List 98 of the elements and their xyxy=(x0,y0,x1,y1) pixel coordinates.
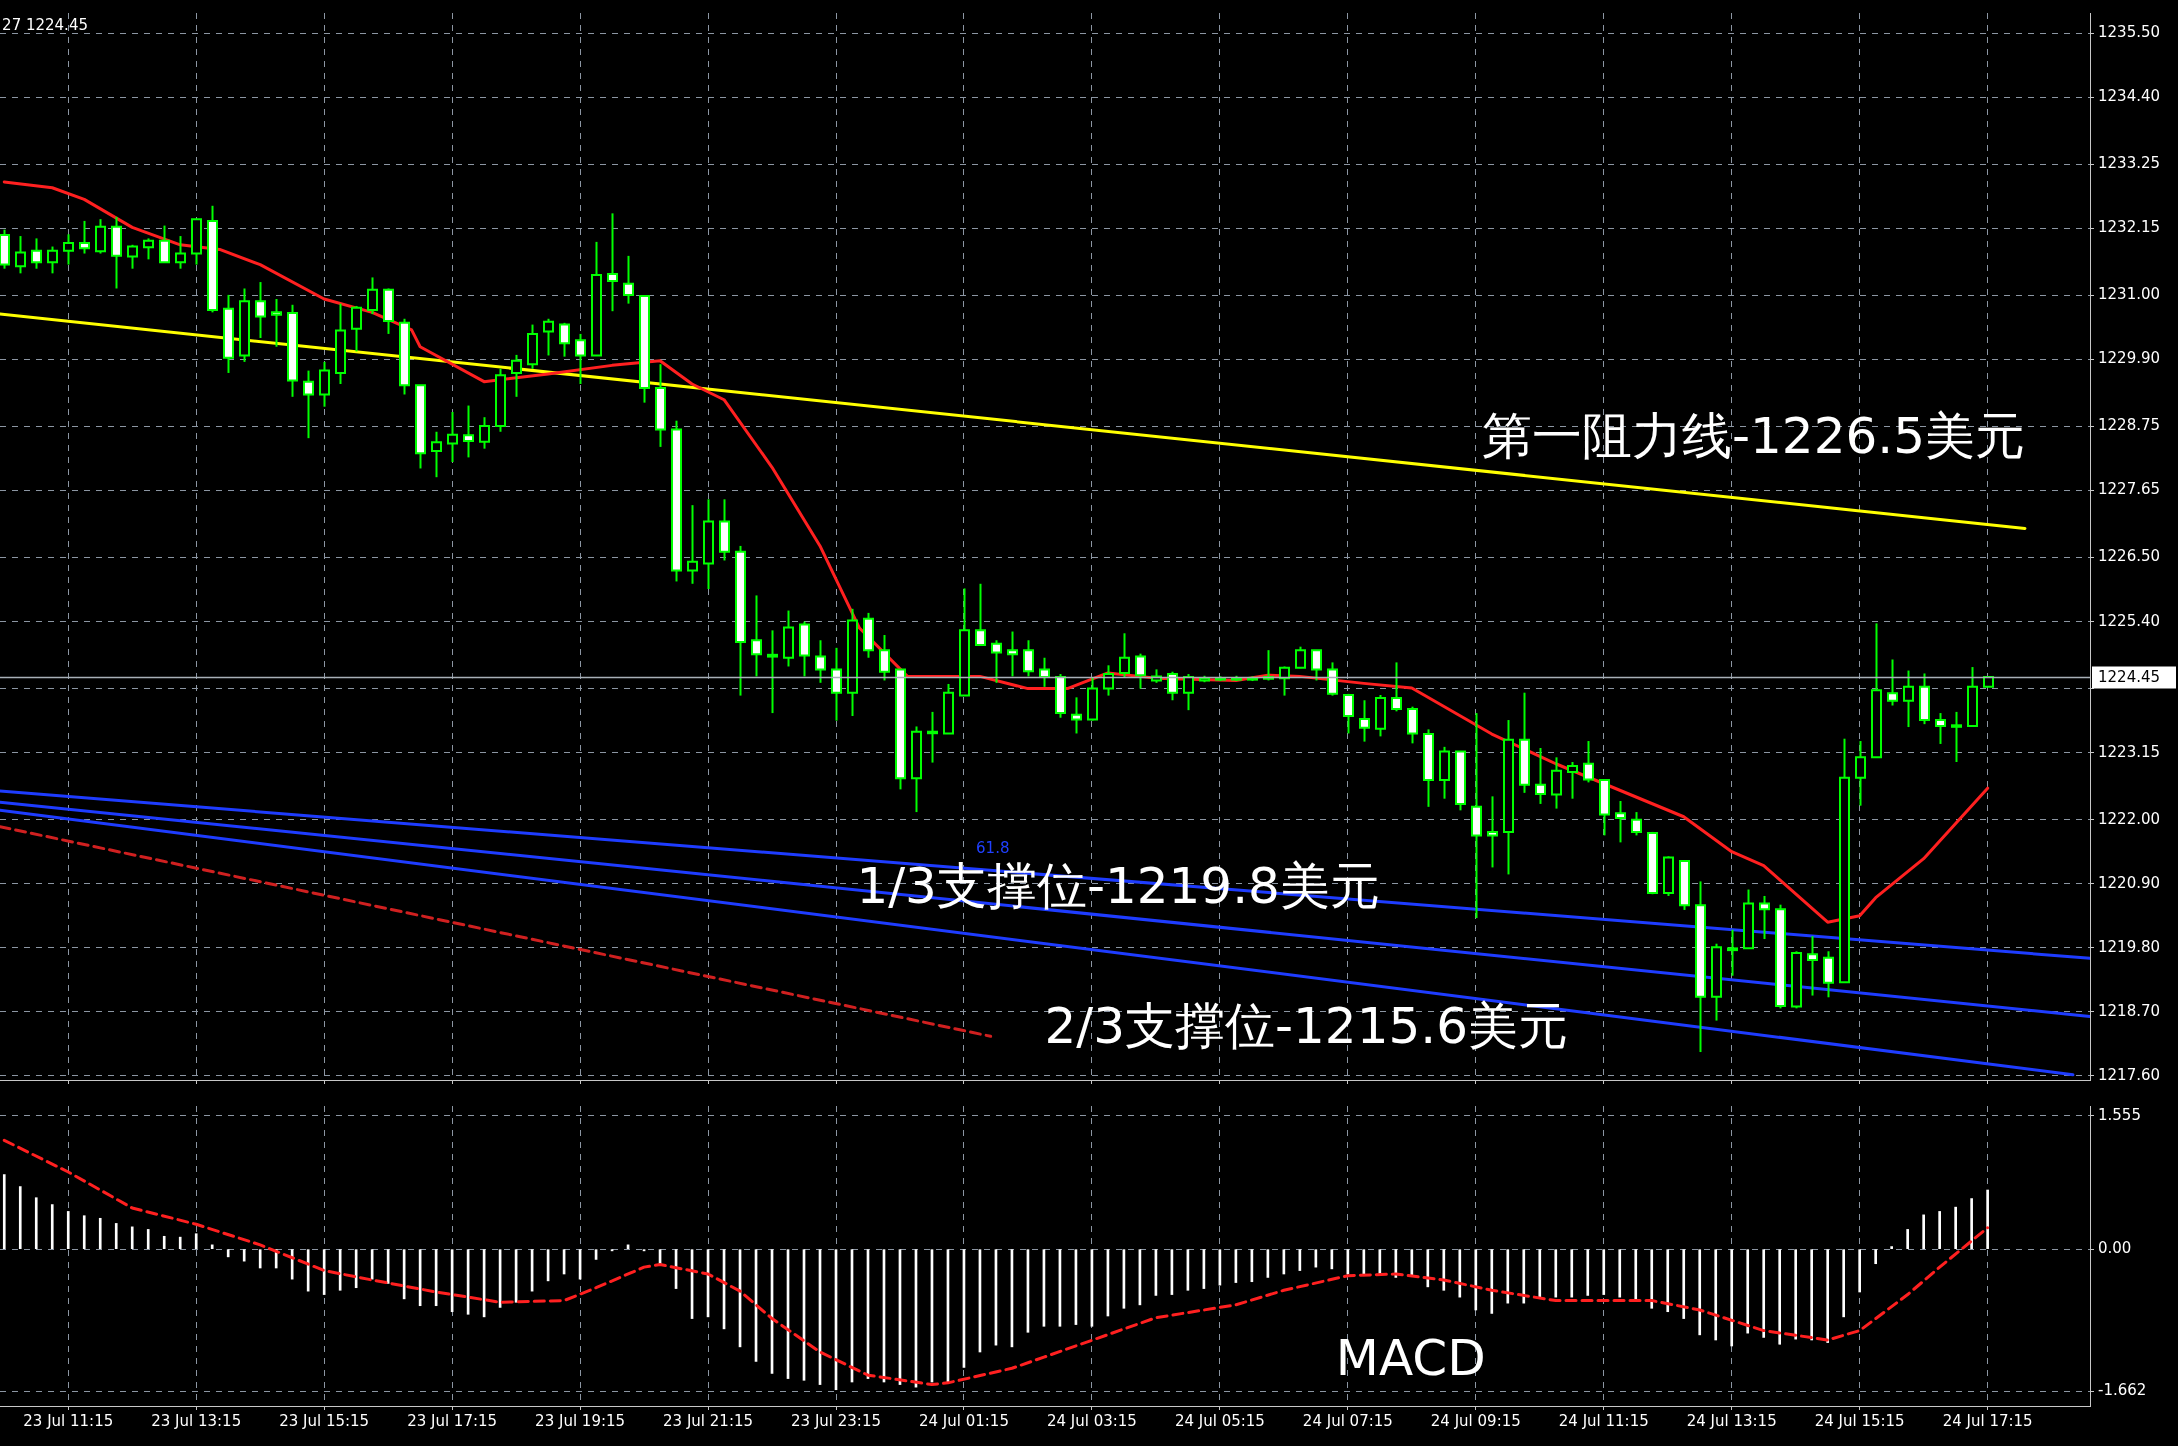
bar xyxy=(1890,1246,1893,1249)
bar xyxy=(1554,1249,1558,1298)
x-tick-label: 23 Jul 15:15 xyxy=(279,1411,370,1430)
bar xyxy=(1874,1249,1877,1265)
y-tick-label: 1225.40 xyxy=(2098,611,2161,630)
bar xyxy=(226,1249,230,1258)
annotation: 2/3支撑位-1215.6美元 xyxy=(1044,996,1568,1055)
bar xyxy=(1762,1249,1766,1338)
y-tick-label: 1227.65 xyxy=(2098,480,2161,499)
bar xyxy=(210,1244,214,1249)
y-tick-label: 1226.50 xyxy=(2098,547,2161,566)
bar xyxy=(1730,1249,1734,1347)
bar xyxy=(1842,1249,1846,1318)
bar xyxy=(34,1197,38,1249)
bar xyxy=(1922,1214,1925,1249)
bar xyxy=(1778,1249,1782,1345)
x-tick-label: 24 Jul 05:15 xyxy=(1174,1411,1265,1430)
annotation: 27 1224.45 xyxy=(2,15,88,34)
bar xyxy=(18,1186,22,1249)
bar xyxy=(1506,1249,1510,1304)
bar xyxy=(98,1217,102,1249)
bar xyxy=(1698,1249,1702,1336)
y-tick-label: 1235.50 xyxy=(2098,23,2161,42)
bar xyxy=(66,1211,70,1249)
bar xyxy=(1442,1249,1446,1291)
bar xyxy=(1666,1249,1670,1313)
y-tick-label: 1222.00 xyxy=(2098,809,2161,828)
y-tick-label: 1234.40 xyxy=(2098,87,2161,106)
bar xyxy=(82,1215,86,1249)
bar xyxy=(258,1249,262,1269)
x-tick-label: 23 Jul 13:15 xyxy=(151,1411,242,1430)
bar xyxy=(114,1223,118,1249)
bar xyxy=(1650,1249,1654,1309)
y-tick-label: 1231.00 xyxy=(2098,285,2161,304)
bar xyxy=(130,1226,134,1249)
bar xyxy=(1458,1249,1462,1298)
x-tick-label: 23 Jul 21:15 xyxy=(663,1411,754,1430)
bar xyxy=(1618,1249,1622,1298)
x-tick-label: 23 Jul 23:15 xyxy=(791,1411,881,1430)
bar xyxy=(1954,1206,1957,1249)
y-tick-label: 1220.90 xyxy=(2098,873,2161,892)
bar xyxy=(1714,1249,1718,1341)
bar xyxy=(178,1236,182,1249)
y-tick-label: 0.00 xyxy=(2098,1239,2132,1258)
bar xyxy=(162,1235,166,1249)
x-tick-label: 24 Jul 07:15 xyxy=(1302,1411,1393,1430)
y-tick-label: 1229.90 xyxy=(2098,349,2161,368)
bar xyxy=(1602,1249,1606,1295)
bar xyxy=(1378,1249,1382,1275)
bar xyxy=(194,1233,198,1249)
annotation: 第一阻力线-1226.5美元 xyxy=(1482,406,2026,465)
bar xyxy=(1970,1198,1973,1249)
bar xyxy=(1474,1249,1478,1311)
bar xyxy=(1522,1249,1526,1304)
x-tick-label: 24 Jul 03:15 xyxy=(1046,1411,1137,1430)
bar xyxy=(1490,1249,1494,1314)
bar xyxy=(1826,1249,1830,1343)
x-tick-label: 23 Jul 19:15 xyxy=(535,1411,626,1430)
annotation: 61.8 xyxy=(976,839,1010,858)
bar xyxy=(1746,1249,1750,1334)
bar xyxy=(50,1204,54,1249)
x-tick-label: 24 Jul 13:15 xyxy=(1686,1411,1777,1430)
x-tick-label: 24 Jul 01:15 xyxy=(918,1411,1009,1430)
x-tick-label: 24 Jul 11:15 xyxy=(1558,1411,1649,1430)
bar xyxy=(1858,1249,1861,1293)
bar xyxy=(242,1249,246,1262)
y-tick-label: 1232.15 xyxy=(2098,218,2161,237)
bar xyxy=(1682,1249,1686,1319)
x-tick-label: 24 Jul 17:15 xyxy=(1942,1411,2033,1430)
bar xyxy=(1426,1249,1430,1288)
bar xyxy=(1570,1249,1574,1298)
bar xyxy=(1394,1249,1398,1278)
bar xyxy=(1538,1249,1542,1298)
ref-line-label: 1224.45 xyxy=(2098,668,2161,687)
bar xyxy=(1794,1249,1798,1340)
x-tick-label: 23 Jul 11:15 xyxy=(23,1411,114,1430)
bar xyxy=(290,1249,294,1280)
bar xyxy=(2,1174,6,1249)
y-tick-label: 1233.25 xyxy=(2098,154,2161,173)
y-tick-label: 1219.80 xyxy=(2098,937,2161,956)
x-tick-label: 24 Jul 15:15 xyxy=(1814,1411,1905,1430)
bar xyxy=(1586,1249,1590,1296)
bar xyxy=(1634,1249,1638,1302)
y-tick-label: -1.662 xyxy=(2098,1381,2147,1400)
bar xyxy=(1986,1189,1989,1249)
annotation: MACD xyxy=(1335,1328,1486,1387)
y-tick-label: 1.555 xyxy=(2098,1105,2141,1124)
bar xyxy=(1938,1211,1941,1249)
y-tick-label: 1223.15 xyxy=(2098,742,2161,761)
y-tick-label: 1218.70 xyxy=(2098,1001,2161,1020)
bar xyxy=(146,1229,150,1249)
x-tick-label: 23 Jul 17:15 xyxy=(407,1411,498,1430)
x-tick-label: 24 Jul 09:15 xyxy=(1430,1411,1521,1430)
y-tick-label: 1228.75 xyxy=(2098,416,2161,435)
y-tick-label: 1217.60 xyxy=(2098,1065,2161,1084)
bar xyxy=(1410,1249,1414,1277)
bar xyxy=(1810,1249,1814,1341)
bar xyxy=(1906,1229,1909,1249)
